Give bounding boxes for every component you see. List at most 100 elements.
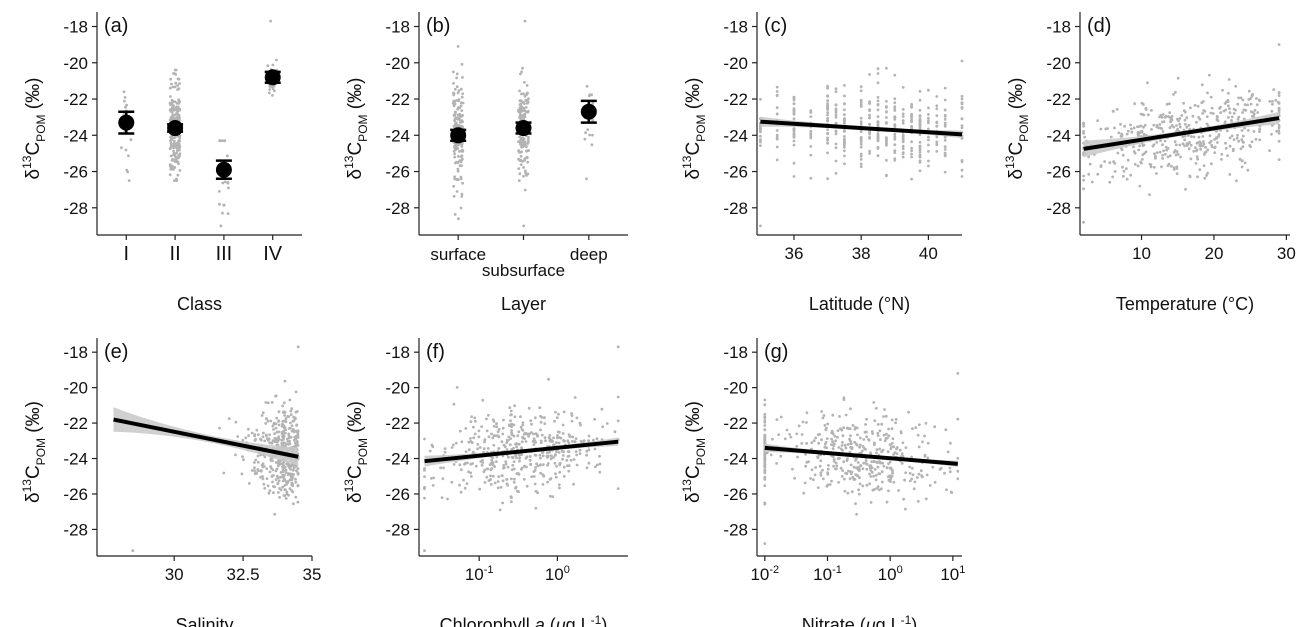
mean-marker bbox=[118, 114, 135, 131]
data-point bbox=[175, 105, 179, 109]
data-point bbox=[296, 471, 300, 475]
data-point bbox=[288, 478, 292, 482]
data-point bbox=[595, 463, 599, 467]
data-point bbox=[1186, 142, 1190, 146]
data-point bbox=[819, 473, 823, 477]
data-point bbox=[818, 464, 822, 468]
data-point bbox=[1162, 149, 1165, 153]
data-point bbox=[1138, 131, 1142, 135]
data-point bbox=[460, 440, 464, 444]
data-point bbox=[273, 436, 277, 440]
data-point bbox=[269, 419, 273, 423]
data-point bbox=[1082, 187, 1085, 191]
data-point bbox=[1227, 116, 1230, 119]
data-point bbox=[1228, 173, 1232, 176]
data-point bbox=[269, 466, 273, 470]
data-point bbox=[763, 451, 767, 455]
data-point bbox=[864, 423, 867, 426]
data-point bbox=[558, 461, 562, 465]
data-point bbox=[512, 434, 516, 438]
data-point bbox=[876, 423, 880, 426]
data-point bbox=[763, 436, 767, 440]
data-point bbox=[178, 169, 182, 172]
data-point bbox=[457, 124, 461, 127]
data-point bbox=[223, 180, 227, 184]
data-point bbox=[842, 460, 846, 464]
data-point bbox=[469, 462, 473, 466]
data-point bbox=[600, 407, 604, 411]
data-point bbox=[226, 212, 230, 216]
data-point bbox=[834, 132, 838, 136]
data-point bbox=[431, 484, 435, 487]
data-point bbox=[884, 414, 888, 418]
data-point bbox=[497, 427, 501, 431]
data-point bbox=[1227, 78, 1231, 81]
data-point bbox=[579, 423, 582, 427]
data-point bbox=[1201, 135, 1205, 138]
data-point bbox=[587, 439, 590, 443]
data-point bbox=[927, 121, 930, 125]
data-point bbox=[554, 475, 558, 479]
data-point bbox=[496, 434, 499, 438]
data-point bbox=[1139, 160, 1143, 164]
data-point bbox=[870, 466, 874, 470]
data-point bbox=[470, 415, 473, 418]
data-point bbox=[1199, 147, 1202, 151]
data-point bbox=[1183, 138, 1187, 142]
data-point bbox=[525, 84, 529, 87]
data-point bbox=[826, 151, 829, 155]
data-point bbox=[277, 423, 281, 427]
data-point bbox=[461, 92, 465, 96]
data-point bbox=[880, 480, 884, 484]
data-point bbox=[459, 160, 463, 164]
x-tick-label: 30 bbox=[165, 565, 184, 584]
data-point bbox=[1148, 193, 1151, 197]
data-point bbox=[453, 175, 456, 179]
data-point bbox=[763, 412, 767, 416]
data-point bbox=[520, 466, 524, 470]
data-point bbox=[461, 76, 464, 79]
data-point bbox=[912, 487, 916, 491]
data-point bbox=[893, 137, 897, 141]
data-point bbox=[281, 462, 285, 466]
data-point bbox=[294, 443, 298, 447]
data-point bbox=[804, 464, 808, 468]
data-point bbox=[1258, 130, 1261, 134]
data-point bbox=[1121, 165, 1124, 169]
data-point bbox=[775, 90, 779, 93]
data-point bbox=[1230, 115, 1234, 119]
data-point bbox=[1277, 124, 1281, 127]
data-point bbox=[267, 91, 271, 95]
data-point bbox=[540, 416, 544, 419]
data-point bbox=[763, 398, 767, 402]
data-point bbox=[506, 483, 509, 487]
data-point bbox=[1197, 135, 1201, 139]
data-point bbox=[868, 102, 871, 105]
data-point bbox=[1087, 172, 1091, 176]
data-point bbox=[763, 403, 767, 407]
data-point bbox=[777, 433, 781, 436]
data-point bbox=[287, 463, 291, 467]
data-point bbox=[456, 167, 460, 171]
data-point bbox=[809, 134, 813, 138]
data-point bbox=[1237, 96, 1240, 100]
data-point bbox=[792, 127, 796, 130]
data-point bbox=[291, 468, 295, 472]
data-point bbox=[887, 489, 890, 493]
x-tick-label: II bbox=[170, 243, 181, 265]
data-point bbox=[517, 430, 521, 434]
data-point bbox=[175, 115, 179, 119]
data-point bbox=[1141, 158, 1144, 161]
data-point bbox=[926, 441, 930, 445]
data-point bbox=[1205, 174, 1208, 177]
data-point bbox=[763, 542, 767, 545]
data-point bbox=[273, 89, 276, 93]
data-point bbox=[800, 433, 804, 436]
data-point bbox=[1215, 116, 1219, 119]
data-point bbox=[1112, 160, 1115, 164]
panel-label: (a) bbox=[104, 15, 128, 37]
data-point bbox=[524, 169, 527, 173]
data-point bbox=[812, 439, 816, 443]
data-point bbox=[1155, 172, 1158, 175]
data-point bbox=[1082, 132, 1085, 135]
